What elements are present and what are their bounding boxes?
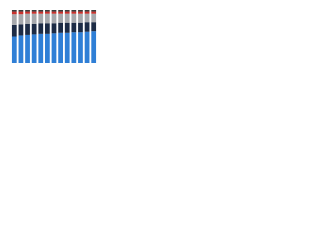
bar-segment xyxy=(38,33,44,63)
bar-segment xyxy=(25,13,30,24)
bar-segment xyxy=(71,32,77,63)
bar-segment xyxy=(31,11,37,14)
bar-segment xyxy=(38,11,44,14)
bar-segment xyxy=(31,23,37,35)
bar-segment xyxy=(84,22,90,32)
bar-segment xyxy=(31,13,37,24)
bar-segment xyxy=(71,22,77,33)
bar-segment xyxy=(18,10,24,12)
chart xyxy=(11,10,97,63)
bar-segment xyxy=(18,14,24,25)
bar-segment xyxy=(38,13,44,24)
bar-segment xyxy=(78,11,83,14)
bar-segment xyxy=(58,32,63,63)
bar-segment xyxy=(45,10,50,12)
bar-segment xyxy=(18,24,24,36)
bar-segment xyxy=(11,24,17,37)
bar-segment xyxy=(91,13,97,23)
bar-segment xyxy=(51,11,57,14)
bar-segment xyxy=(64,22,70,33)
bar-segment xyxy=(58,13,63,23)
bar-segment xyxy=(25,34,30,63)
bar-segment xyxy=(45,33,50,63)
page: (() => { const data = JSON.parse(documen… xyxy=(0,0,320,71)
bar-segment xyxy=(91,11,97,14)
bar-segment xyxy=(78,10,83,12)
bar-segment xyxy=(58,11,63,14)
bar-segment xyxy=(84,31,90,63)
bar-segment xyxy=(64,11,70,14)
bar-segment xyxy=(64,32,70,63)
bar-segment xyxy=(25,11,30,14)
bar-segment xyxy=(45,23,50,34)
bar-segment xyxy=(18,11,24,15)
bar-segment xyxy=(25,23,30,35)
bar-segment xyxy=(38,10,44,12)
bar-segment xyxy=(91,31,97,63)
bar-segment xyxy=(31,10,37,12)
bar-segment xyxy=(11,36,17,63)
bar-segment xyxy=(51,10,57,12)
bar-segment xyxy=(71,10,77,12)
bar-segment xyxy=(64,10,70,12)
bar-segment xyxy=(11,11,17,15)
bar-segment xyxy=(91,22,97,32)
bar-segment xyxy=(91,10,97,12)
bar-segment xyxy=(78,32,83,63)
bar-segment xyxy=(45,11,50,14)
bar-segment xyxy=(71,11,77,14)
bar-segment xyxy=(11,10,17,12)
bar-segment xyxy=(78,22,83,33)
bar-segment xyxy=(45,13,50,24)
bar-segment xyxy=(84,13,90,23)
bar-segment xyxy=(38,23,44,34)
bar-segment xyxy=(64,13,70,23)
bar-segment xyxy=(78,13,83,23)
bar-segment xyxy=(11,14,17,25)
bar-segment xyxy=(58,10,63,12)
bar-segment xyxy=(58,22,63,33)
bar-segment xyxy=(31,34,37,63)
bar-segment xyxy=(25,10,30,12)
bar-segment xyxy=(51,23,57,34)
bar-segment xyxy=(71,13,77,23)
bar-segment xyxy=(84,10,90,12)
bar-segment xyxy=(84,11,90,14)
bar-segment xyxy=(18,35,24,63)
bar-segment xyxy=(51,13,57,24)
bar-segment xyxy=(51,33,57,63)
